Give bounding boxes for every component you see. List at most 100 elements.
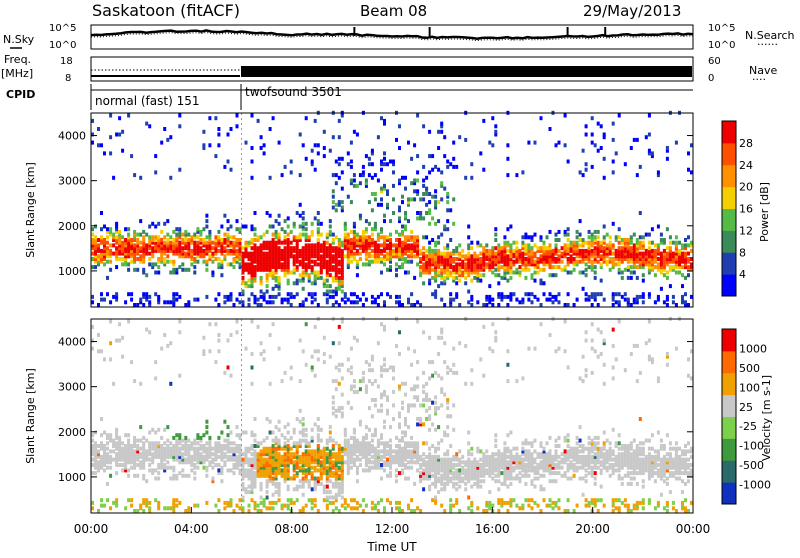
power-cell (359, 214, 362, 218)
power-cell (410, 292, 413, 296)
power-cell (552, 265, 555, 269)
power-cell (452, 165, 455, 169)
power-cell (121, 262, 124, 266)
power-cell (440, 281, 443, 285)
velocity-cell (287, 439, 290, 443)
velocity-cell (332, 444, 335, 448)
power-cell (299, 214, 302, 218)
power-cell (461, 254, 464, 258)
velocity-cell (425, 460, 428, 464)
power-cell (109, 135, 112, 139)
velocity-cell (193, 463, 196, 467)
velocity-cell (500, 452, 503, 456)
power-cell (365, 219, 368, 223)
power-cell (97, 303, 100, 307)
power-cell (383, 151, 386, 155)
power-cell (187, 300, 190, 304)
power-cell (615, 235, 618, 239)
velocity-cell (353, 506, 356, 510)
power-cell (94, 265, 97, 269)
power-cell (401, 241, 404, 245)
power-cell (395, 238, 398, 242)
power-cell (230, 168, 233, 172)
power-cell (311, 243, 314, 247)
power-cell (100, 298, 103, 302)
power-cell (175, 233, 178, 237)
power-cell (266, 211, 269, 215)
power-cell (651, 151, 654, 155)
velocity-cell (100, 349, 103, 353)
velocity-cell (467, 431, 470, 435)
power-cell (163, 300, 166, 304)
velocity-cell (248, 468, 251, 472)
velocity-cell (467, 506, 470, 510)
power-cell (555, 273, 558, 277)
velocity-cell (428, 360, 431, 364)
power-cell (320, 222, 323, 226)
velocity-cell (269, 333, 272, 337)
power-cell (630, 246, 633, 250)
power-cell (362, 165, 365, 169)
velocity-cell (103, 444, 106, 448)
velocity-cell (124, 444, 127, 448)
power-cell (422, 165, 425, 169)
velocity-cell (127, 468, 130, 472)
power-cell (314, 119, 317, 123)
power-cell (332, 173, 335, 177)
power-cell (311, 230, 314, 234)
velocity-cell (446, 414, 449, 418)
power-cell (648, 292, 651, 296)
velocity-cell (350, 347, 353, 351)
power-cell (248, 298, 251, 302)
velocity-cell (317, 425, 320, 429)
power-cell (127, 227, 130, 231)
velocity-cell (383, 357, 386, 361)
velocity-cell (440, 487, 443, 491)
velocity-cell (269, 431, 272, 435)
power-cell (467, 235, 470, 239)
velocity-cell (326, 485, 329, 489)
velocity-cell (154, 477, 157, 481)
power-cell (142, 303, 145, 307)
velocity-cell (314, 498, 317, 502)
power-cell (591, 233, 594, 237)
power-cell (220, 260, 223, 264)
velocity-cell (521, 458, 524, 462)
power-cell (341, 206, 344, 210)
velocity-cell (148, 431, 151, 435)
velocity-cell (338, 509, 341, 513)
power-cell (389, 219, 392, 223)
power-cell (636, 276, 639, 280)
power-cell (666, 252, 669, 256)
velocity-cell (193, 471, 196, 475)
power-cell (353, 179, 356, 183)
velocity-cell (317, 433, 320, 437)
velocity-cell (311, 487, 314, 491)
velocity-cell (272, 506, 275, 510)
power-cell (338, 135, 341, 139)
power-cell (585, 268, 588, 272)
velocity-cell (281, 447, 284, 451)
power-cell (302, 287, 305, 291)
power-cell (615, 151, 618, 155)
velocity-cell (287, 431, 290, 435)
power-cell (549, 298, 552, 302)
power-cell (214, 235, 217, 239)
velocity-cell (106, 498, 109, 502)
velocity-cell (407, 504, 410, 508)
velocity-cell (320, 482, 323, 486)
velocity-cell (332, 406, 335, 410)
velocity-cell (236, 425, 239, 429)
power-cell (154, 271, 157, 275)
power-cell (356, 295, 359, 299)
velocity-cell (275, 482, 278, 486)
power-cell (395, 138, 398, 142)
power-cell (585, 273, 588, 277)
velocity-cell (118, 339, 121, 343)
power-cell (181, 268, 184, 272)
power-cell (392, 211, 395, 215)
power-cell (503, 241, 506, 245)
power-cell (461, 271, 464, 275)
velocity-cell (302, 506, 305, 510)
power-cell (506, 173, 509, 177)
